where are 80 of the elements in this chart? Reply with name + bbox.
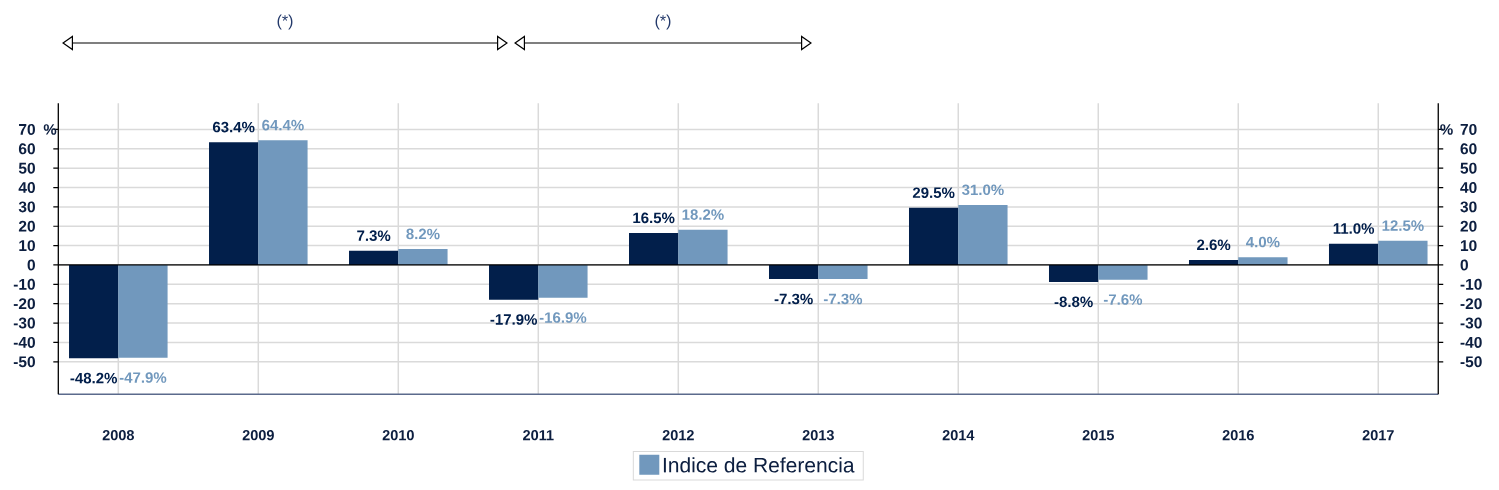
bar bbox=[769, 264, 819, 280]
data-label: 63.4% bbox=[212, 121, 255, 133]
y-tick-label: 30 bbox=[18, 201, 35, 213]
data-label: 4.0% bbox=[1246, 236, 1280, 248]
bar bbox=[69, 264, 119, 359]
data-label: -16.9% bbox=[539, 312, 587, 323]
x-tick-label: 2012 bbox=[662, 430, 694, 441]
y-axis-title: % bbox=[43, 124, 57, 135]
bar bbox=[349, 250, 399, 265]
legend-label: Indice de Referencia bbox=[663, 457, 855, 473]
y-tick-label: -20 bbox=[13, 298, 35, 310]
x-tick-label: 2014 bbox=[942, 430, 975, 441]
data-label: 8.2% bbox=[406, 228, 440, 240]
y-tick-label: 10 bbox=[19, 240, 35, 252]
y2-tick-label: 60 bbox=[1460, 143, 1477, 155]
data-label: -8.8% bbox=[1054, 296, 1093, 308]
data-label: 7.3% bbox=[357, 230, 391, 242]
y2-tick-label: 30 bbox=[1460, 201, 1477, 213]
bar bbox=[538, 264, 588, 298]
x-tick-label: 2009 bbox=[242, 430, 274, 441]
data-label: 31.0% bbox=[961, 184, 1004, 196]
data-label: -48.2% bbox=[70, 372, 118, 384]
y-tick-label: 40 bbox=[18, 182, 35, 194]
bar bbox=[209, 142, 259, 265]
bar bbox=[1238, 257, 1288, 265]
y2-tick-label: 20 bbox=[1460, 220, 1477, 232]
bar bbox=[489, 264, 539, 300]
data-label: -17.9% bbox=[490, 314, 538, 325]
y-tick-label: -30 bbox=[13, 317, 35, 329]
y-tick-label: 70 bbox=[19, 123, 35, 135]
data-label: -7.6% bbox=[1103, 294, 1143, 305]
x-tick-label: 2011 bbox=[523, 430, 554, 441]
bar bbox=[958, 204, 1008, 265]
y2-tick-label: 70 bbox=[1460, 123, 1477, 135]
y2-tick-label: -30 bbox=[1460, 317, 1482, 329]
bar bbox=[258, 140, 308, 265]
y-tick-label: -40 bbox=[13, 336, 35, 348]
x-tick-label: 2015 bbox=[1082, 430, 1114, 441]
x-tick-label: 2008 bbox=[102, 430, 134, 441]
data-label: -7.3% bbox=[823, 293, 863, 305]
data-label: 11.0% bbox=[1333, 223, 1375, 234]
y-tick-label: 0 bbox=[27, 259, 35, 271]
x-tick-label: 2016 bbox=[1222, 430, 1254, 441]
y2-tick-label: 0 bbox=[1460, 259, 1468, 271]
data-label: 2.6% bbox=[1197, 239, 1231, 251]
y2-tick-label: -20 bbox=[1460, 298, 1482, 310]
y2-tick-label: 10 bbox=[1460, 240, 1477, 252]
data-label: 12.5% bbox=[1382, 220, 1424, 231]
data-label: 29.5% bbox=[912, 187, 955, 199]
bar bbox=[1328, 243, 1379, 265]
y2-tick-label: -40 bbox=[1460, 336, 1482, 348]
bar bbox=[1098, 264, 1148, 280]
x-tick-label: 2010 bbox=[382, 430, 414, 441]
bar bbox=[1378, 240, 1428, 265]
data-label: -47.9% bbox=[119, 372, 167, 383]
x-tick-label: 2017 bbox=[1362, 430, 1394, 441]
bar bbox=[629, 233, 679, 265]
y2-tick-label: 40 bbox=[1460, 182, 1477, 194]
y2-tick-label: -50 bbox=[1460, 356, 1482, 368]
text: (*) bbox=[655, 14, 671, 30]
y-tick-label: -50 bbox=[13, 356, 35, 368]
bar bbox=[398, 249, 448, 265]
y-tick-label: 50 bbox=[18, 162, 35, 174]
y2-axis-title: % bbox=[1440, 124, 1453, 135]
y-tick-label: 20 bbox=[18, 220, 35, 232]
y-tick-label: 60 bbox=[18, 143, 35, 155]
data-label: -7.3% bbox=[774, 293, 813, 305]
data-label: 64.4% bbox=[262, 119, 304, 131]
y2-tick-label: -10 bbox=[1460, 278, 1482, 290]
bar bbox=[908, 207, 959, 265]
bar bbox=[818, 264, 868, 280]
y2-tick-label: 50 bbox=[1460, 162, 1477, 174]
data-label: 18.2% bbox=[682, 209, 724, 220]
y-tick-label: -10 bbox=[13, 278, 35, 290]
bar bbox=[118, 264, 168, 358]
x-tick-label: 2013 bbox=[802, 430, 834, 441]
data-label: 16.5% bbox=[633, 212, 675, 224]
bar bbox=[1048, 264, 1099, 283]
bar bbox=[678, 229, 728, 265]
text: (*) bbox=[277, 14, 293, 30]
